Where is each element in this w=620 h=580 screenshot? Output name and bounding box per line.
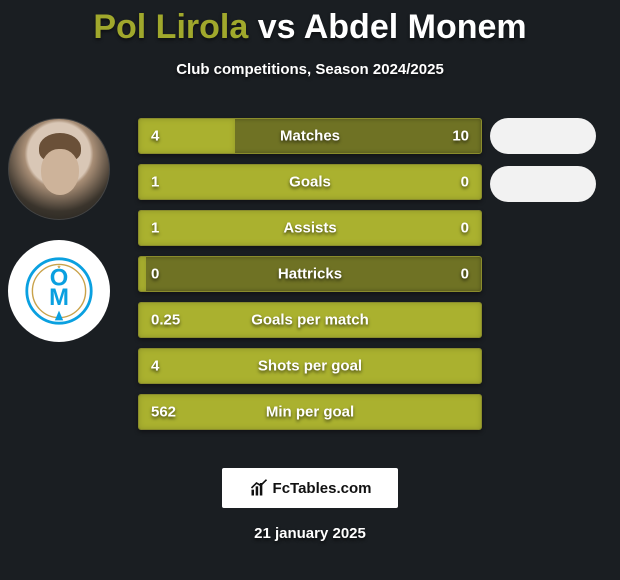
player1-avatar — [8, 118, 110, 220]
stat-bar: 1Goals0 — [138, 164, 482, 200]
stat-label: Shots per goal — [139, 358, 481, 375]
title-vs: vs — [258, 8, 296, 46]
stat-bar: 0Hattricks0 — [138, 256, 482, 292]
svg-text:★: ★ — [57, 265, 62, 271]
stat-right-value: 0 — [461, 220, 469, 237]
club1-badge: O M ★ — [8, 240, 110, 342]
stat-right-value: 0 — [461, 266, 469, 283]
club-logo-icon: O M ★ — [24, 256, 94, 326]
brand-badge[interactable]: FcTables.com — [222, 468, 398, 508]
stat-label: Goals — [139, 174, 481, 191]
player2-avatar-placeholder — [490, 118, 596, 154]
stat-label: Assists — [139, 220, 481, 237]
left-column: O M ★ — [8, 118, 118, 342]
brand-text: FcTables.com — [273, 480, 372, 497]
title-player2: Abdel Monem — [304, 8, 527, 46]
stats-container: 4Matches101Goals01Assists00Hattricks00.2… — [138, 118, 482, 440]
stat-right-value: 10 — [452, 128, 469, 145]
stat-bar: 562Min per goal — [138, 394, 482, 430]
stat-bar: 1Assists0 — [138, 210, 482, 246]
stat-bar: 4Matches10 — [138, 118, 482, 154]
right-column — [490, 118, 608, 214]
stat-bar: 0.25Goals per match — [138, 302, 482, 338]
stat-label: Hattricks — [139, 266, 481, 283]
stat-label: Matches — [139, 128, 481, 145]
svg-text:M: M — [49, 284, 69, 311]
date-text: 21 january 2025 — [0, 525, 620, 542]
stat-right-value: 0 — [461, 174, 469, 191]
stat-label: Min per goal — [139, 404, 481, 421]
stat-label: Goals per match — [139, 312, 481, 329]
page-title: Pol Lirola vs Abdel Monem — [0, 0, 620, 47]
stat-bar: 4Shots per goal — [138, 348, 482, 384]
club2-badge-placeholder — [490, 166, 596, 202]
subtitle: Club competitions, Season 2024/2025 — [0, 61, 620, 78]
chart-icon — [249, 478, 269, 498]
title-player1: Pol Lirola — [93, 8, 248, 46]
